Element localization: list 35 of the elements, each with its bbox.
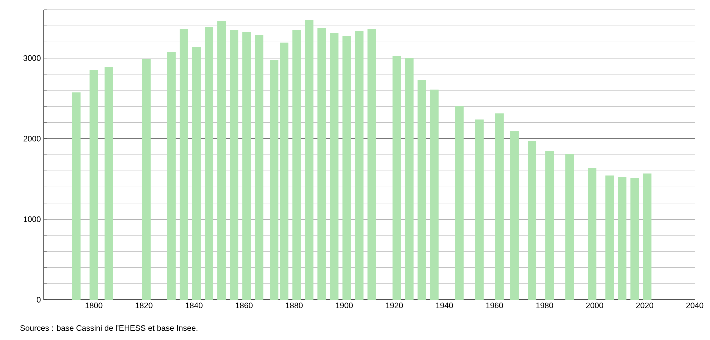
bar	[230, 30, 239, 300]
bar	[566, 154, 574, 300]
bar	[90, 70, 98, 300]
bar	[355, 31, 364, 300]
bar	[606, 176, 614, 300]
bar	[630, 178, 640, 300]
bar	[643, 174, 652, 300]
bar	[305, 20, 314, 300]
bar	[104, 67, 114, 300]
bar	[318, 28, 326, 300]
bar	[475, 120, 484, 300]
bar	[588, 168, 597, 300]
bar	[255, 35, 264, 300]
bar	[342, 36, 352, 300]
bar	[142, 58, 151, 300]
bar	[510, 131, 519, 300]
bar	[192, 47, 201, 300]
bar	[455, 106, 464, 300]
bar	[430, 90, 439, 300]
bar	[72, 92, 81, 300]
bar	[392, 56, 402, 300]
bar	[418, 80, 426, 300]
bar	[528, 142, 537, 300]
bar	[292, 30, 302, 300]
bar	[546, 150, 554, 300]
bar	[330, 33, 339, 300]
bar	[205, 27, 214, 300]
bar	[495, 114, 504, 300]
bar	[618, 177, 627, 300]
bar	[242, 32, 252, 300]
bar	[368, 29, 376, 300]
bar	[218, 21, 226, 300]
bar	[167, 52, 176, 300]
bar	[180, 29, 188, 300]
bar	[405, 58, 414, 300]
